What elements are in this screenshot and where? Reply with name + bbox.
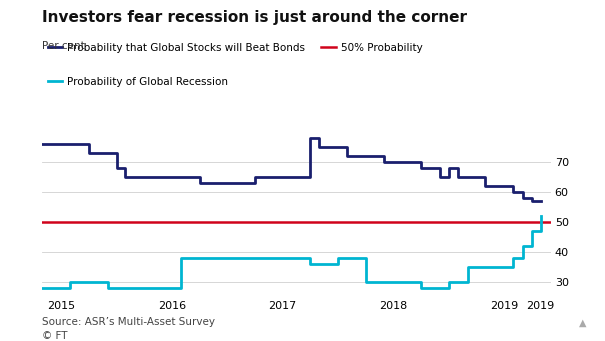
Text: Per cent: Per cent [42, 41, 85, 51]
Text: ▲: ▲ [580, 317, 587, 327]
Text: Source: ASR’s Multi-Asset Survey
© FT: Source: ASR’s Multi-Asset Survey © FT [42, 317, 215, 341]
Legend: Probability of Global Recession: Probability of Global Recession [48, 77, 228, 87]
Text: Investors fear recession is just around the corner: Investors fear recession is just around … [42, 10, 467, 25]
